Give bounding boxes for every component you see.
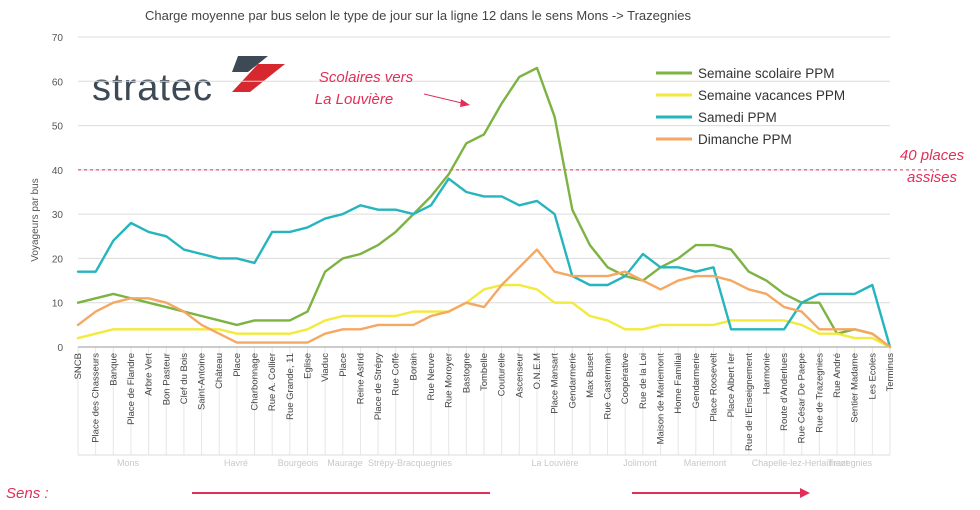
annotation-line2: La Louvière: [315, 91, 393, 108]
zone-label: Mons: [117, 458, 140, 468]
x-tick-label: Place: [232, 353, 243, 377]
x-tick-label: Reine Astrid: [355, 353, 366, 404]
legend-label: Samedi PPM: [698, 110, 777, 125]
x-tick-label: Maison de Mariemont: [656, 353, 667, 445]
y-tick-label: 60: [52, 77, 64, 88]
x-tick-label: Château: [214, 353, 225, 389]
annotation-line1: Scolaires vers: [319, 69, 414, 86]
series-line-semaine-scolaire-ppm: [76, 66, 892, 349]
x-tick-label: Charbonnage: [250, 353, 261, 411]
x-tick-label: Viaduc: [320, 353, 331, 382]
x-tick-label: SNCB: [73, 353, 84, 379]
zone-labels: Mons Havré Bourgeois Maurage Strépy-Bracqueg…: [117, 458, 873, 468]
x-tick-label: Harmonie: [761, 353, 772, 394]
x-tick-label: Place Albert Ier: [726, 353, 737, 417]
x-tick-label: Bastogne: [461, 353, 472, 393]
sens-label: Sens :: [6, 485, 49, 502]
x-tick-label: Rue A. Collier: [267, 353, 278, 411]
x-tick-label: Rue André: [832, 353, 843, 398]
reference-label-line2: assises: [907, 169, 958, 186]
zone-label: Havré: [224, 458, 248, 468]
x-tick-label: Sentier Madame: [850, 353, 861, 423]
logo-text: stratec: [92, 67, 213, 109]
y-axis: 0 10 20 30 40 50 60 70: [52, 33, 64, 354]
x-tick-label: Rue Coffé: [391, 353, 402, 396]
series-line-semaine-vacances-ppm: [76, 283, 892, 349]
x-tick-label: Arbre Vert: [144, 353, 155, 396]
x-tick-label: Rue Moroyer: [444, 353, 455, 408]
x-tick-label: Rue César De Paepe: [797, 353, 808, 443]
x-tick-label: Place de Flandre: [126, 353, 137, 425]
grid: [77, 36, 891, 456]
y-tick-label: 0: [57, 343, 63, 354]
y-tick-label: 30: [52, 210, 64, 221]
annotation-arrow-head: [460, 99, 470, 107]
x-tick-label: Ascenseur: [514, 353, 525, 398]
zone-label: Mariemont: [684, 458, 727, 468]
x-tick-label: O.N.E.M: [532, 353, 543, 390]
chart-title: Charge moyenne par bus selon le type de …: [145, 8, 691, 23]
x-tick-label: Place des Chasseurs: [91, 353, 102, 443]
sens-arrow-head: [800, 488, 810, 498]
x-tick-label: Rue Grande, 11: [285, 353, 296, 420]
x-tick-label: Rue Neuve: [426, 353, 437, 401]
x-tick-label: Clef du Bois: [179, 353, 190, 404]
x-tick-label: Gendarmerie: [691, 353, 702, 408]
x-tick-label: Tombelle: [479, 353, 490, 391]
y-tick-label: 40: [52, 166, 64, 177]
x-tick-label: Home Familial: [673, 353, 684, 414]
zone-label: Bourgeois: [278, 458, 319, 468]
series-line-dimanche-ppm: [76, 248, 892, 349]
series-line-samedi-ppm: [76, 177, 892, 349]
y-tick-label: 10: [52, 299, 64, 310]
y-tick-label: 20: [52, 254, 64, 265]
x-tick-label: Rue de la Loi: [638, 353, 649, 409]
series: [76, 66, 892, 349]
x-tick-label: Place de Strépy: [373, 353, 384, 420]
x-axis: SNCB Place des Chasseurs Banque Place de Fl…: [73, 353, 896, 451]
y-tick-label: 50: [52, 122, 64, 133]
zone-label: La Louvière: [531, 458, 578, 468]
x-tick-label: Banque: [108, 353, 119, 386]
legend: Semaine scolaire PPM Semaine vacances PPM…: [656, 66, 845, 147]
zone-label: Maurage: [327, 458, 363, 468]
x-tick-label: Rue de l'Enseignement: [744, 353, 755, 451]
x-tick-label: Eglise: [302, 353, 313, 379]
stratec-logo: stratec: [92, 56, 285, 109]
y-tick-label: 70: [52, 33, 64, 44]
zone-label: Jolimont: [623, 458, 657, 468]
x-tick-label: Rue de Trazegnies: [814, 353, 825, 433]
y-axis-label: Voyageurs par bus: [30, 178, 41, 261]
x-tick-label: Gendarmerie: [567, 353, 578, 408]
reference-label-line1: 40 places: [900, 147, 965, 164]
x-tick-label: Borain: [408, 353, 419, 380]
x-tick-label: Coopérative: [620, 353, 631, 404]
x-tick-label: Couturelle: [497, 353, 508, 396]
zone-label: Chapelle-lez-Herlaimont: [752, 458, 849, 468]
x-tick-label: Place: [338, 353, 349, 377]
zone-label: Trazegnies: [828, 458, 873, 468]
logo-mark-dark: [232, 56, 268, 72]
x-tick-label: Rue Casterman: [603, 353, 614, 420]
x-tick-label: Bon Pasteur: [161, 353, 172, 405]
x-tick-label: Place Mansart: [550, 353, 561, 414]
x-tick-label: Les Ecoles: [867, 353, 878, 400]
x-tick-label: Terminus: [885, 353, 896, 392]
x-tick-label: Max Buset: [585, 353, 596, 398]
zone-label: Strépy-Bracquegnies: [368, 458, 453, 468]
x-tick-label: Place Roosevelt: [708, 353, 719, 422]
x-tick-label: Saint-Antoine: [197, 353, 208, 410]
legend-label: Dimanche PPM: [698, 132, 792, 147]
x-tick-label: Route d'Anderlues: [779, 353, 790, 431]
legend-label: Semaine vacances PPM: [698, 88, 845, 103]
annotation-arrow: [423, 93, 467, 105]
legend-label: Semaine scolaire PPM: [698, 66, 835, 81]
logo-mark-red: [232, 64, 285, 92]
